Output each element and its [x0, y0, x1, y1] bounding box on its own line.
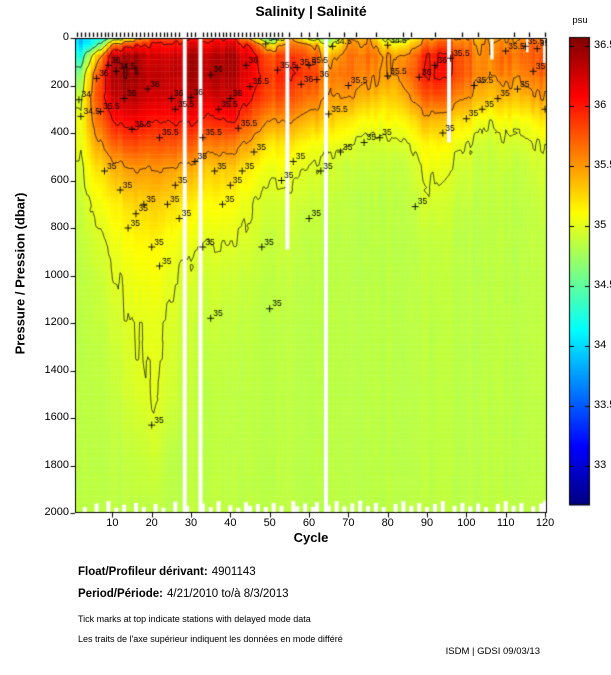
period-label: Period/Période: [78, 588, 163, 600]
note-english: Tick marks at top indicate stations with… [78, 614, 311, 624]
x-tick-label: 70 [342, 517, 355, 529]
y-tick-label: 1800 [44, 458, 69, 471]
y-tick-label: 1600 [44, 411, 69, 423]
note-french: Les traits de l'axe supérieur indiquent … [78, 634, 343, 644]
x-tick-label: 120 [535, 517, 555, 529]
y-tick-label: 400 [50, 126, 69, 138]
x-tick-label: 20 [145, 517, 158, 529]
x-axis-label: Cycle [293, 530, 329, 545]
float-id-line: Float/Profileur dérivant: 4901143 [78, 566, 256, 578]
float-id-value: 4901143 [211, 566, 256, 578]
y-tick-label: 1400 [44, 363, 69, 376]
x-tick-label: 80 [381, 517, 394, 529]
colorbar-tick-label: 33 [594, 459, 607, 471]
y-tick-label: 200 [50, 78, 69, 91]
float-id-label: Float/Profileur dérivant: [78, 566, 208, 578]
period-value: 4/21/2010 to/à 8/3/2013 [167, 588, 289, 600]
y-tick-label: 2000 [44, 506, 69, 518]
x-tick-label: 90 [420, 517, 434, 529]
y-tick-label: 600 [50, 173, 69, 186]
x-tick-label: 50 [263, 517, 276, 529]
colorbar-unit-label: psu [572, 15, 588, 26]
x-tick-label: 60 [302, 517, 316, 529]
x-tick-label: 10 [106, 517, 119, 529]
x-tick-label: 100 [457, 517, 476, 529]
colorbar-tick-label: 35 [594, 219, 607, 231]
x-tick-label: 40 [224, 517, 237, 529]
x-tick-label: 30 [184, 517, 198, 529]
y-tick-label: 800 [50, 221, 69, 233]
colorbar-tick-label: 33.5 [594, 399, 611, 411]
colorbar-tick-label: 34.5 [594, 279, 611, 291]
period-line: Period/Période: 4/21/2010 to/à 8/3/2013 [78, 588, 289, 600]
colorbar-tick-label: 35.5 [594, 159, 611, 171]
page-title: Salinity | Salinité [255, 3, 367, 19]
y-tick-label: 0 [62, 31, 69, 43]
colorbar-tick-label: 36.5 [594, 39, 611, 51]
colorbar-tick-label: 36 [594, 99, 607, 111]
credit-stamp: ISDM | GDSI 09/03/13 [445, 646, 540, 657]
y-tick-label: 1000 [44, 268, 69, 281]
x-tick-label: 110 [496, 517, 515, 529]
colorbar-tick-label: 34 [594, 339, 607, 351]
y-tick-label: 1200 [44, 316, 69, 328]
